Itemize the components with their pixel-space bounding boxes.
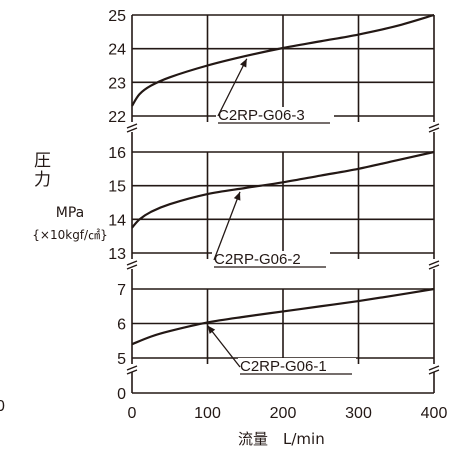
- y-tick-label: 22: [108, 109, 126, 126]
- annotation-label: C2RP-G06-2: [214, 251, 301, 268]
- x-tick-label: 300: [345, 405, 372, 422]
- x-axis-label: 流量 L/min: [238, 430, 325, 448]
- stray-tick-label: 0: [0, 398, 5, 415]
- axis-break-mark: [428, 260, 440, 270]
- axis-break-mark: [126, 260, 138, 270]
- x-tick-label: 400: [421, 405, 448, 422]
- y-tick-label: 5: [117, 351, 126, 368]
- annotation-arrowhead: [233, 191, 241, 201]
- annotation-arrowhead: [207, 325, 216, 334]
- y-axis-unit-label: MPa: [55, 205, 85, 221]
- annotation-label-bg: [238, 358, 356, 374]
- annotation-leader-line: [213, 191, 241, 261]
- series-line-c2rp-g06-2: [131, 150, 435, 229]
- annotation-leader-line: [206, 325, 241, 368]
- annotation-leader-line: [217, 58, 248, 117]
- y-tick-label: 25: [108, 8, 126, 25]
- annotation-label: C2RP-G06-1: [240, 358, 327, 375]
- series-line-c2rp-g06-3: [131, 13, 435, 107]
- annotation-layer: C2RP-G06-3 C2RP-G06-2 C2RP-G06-1: [206, 58, 356, 375]
- y-tick-label: 15: [108, 179, 126, 196]
- y-tick-label: 6: [117, 317, 126, 334]
- x-tick-label: 0: [128, 405, 137, 422]
- y-axis-label-char-1: 圧: [34, 151, 51, 171]
- axis-break-mark: [428, 123, 440, 133]
- y-tick-label: 0: [117, 386, 126, 403]
- y-axis-label-char-2: 力: [34, 170, 51, 190]
- y-tick-label: 24: [108, 42, 126, 59]
- annotation-label: C2RP-G06-3: [218, 107, 305, 124]
- y-tick-label: 14: [108, 212, 126, 229]
- y-tick-label: 13: [108, 246, 126, 263]
- y-tick-label: 7: [117, 282, 126, 299]
- annotation-label-bg: [216, 107, 334, 123]
- annotation-label-bg: [212, 251, 330, 267]
- x-tick-label: 100: [194, 405, 221, 422]
- axis-break-mark: [126, 123, 138, 133]
- annotation-arrowhead: [240, 58, 247, 68]
- y-axis-alt-unit-label: {×10kgf/㎠}: [32, 228, 108, 242]
- series-layer: [131, 13, 435, 346]
- series-line-c2rp-g06-1: [131, 287, 435, 346]
- y-tick-label: 23: [108, 75, 126, 92]
- tick-label-layer: 25 24 23 22 16 15 14 13 7 6 5 00 100 200 300 400: [108, 8, 447, 422]
- y-tick-label: 16: [108, 145, 126, 162]
- x-tick-label: 200: [270, 405, 297, 422]
